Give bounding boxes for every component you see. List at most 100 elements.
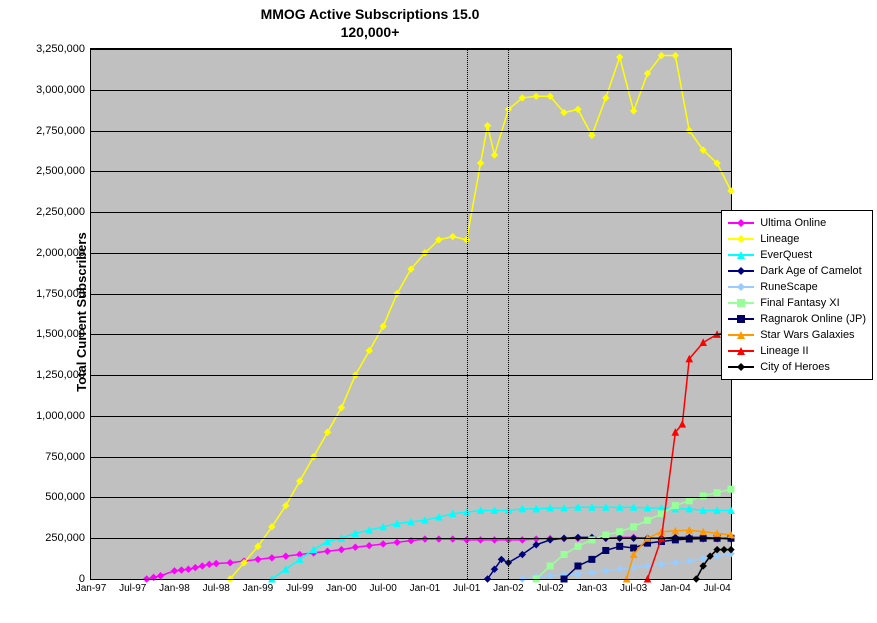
- series-marker: [589, 569, 595, 575]
- gridline-horizontal: [91, 497, 731, 498]
- series-marker: [603, 547, 609, 553]
- y-tick-label: 3,000,000: [36, 84, 85, 96]
- legend-marker-icon: [736, 346, 746, 356]
- gridline-horizontal: [91, 253, 731, 254]
- series-marker: [617, 543, 623, 549]
- series-marker: [547, 573, 553, 579]
- gridline-horizontal: [91, 579, 731, 580]
- series-marker: [714, 553, 720, 559]
- x-tick-label: Jul-97: [119, 583, 146, 594]
- legend-label: EverQuest: [760, 249, 812, 261]
- series-marker: [686, 558, 692, 564]
- series-line: [488, 537, 731, 579]
- y-tick-label: 500,000: [45, 491, 85, 503]
- series-marker: [325, 429, 331, 435]
- series-marker: [721, 547, 727, 553]
- y-tick-label: 1,250,000: [36, 369, 85, 381]
- legend-swatch: [728, 250, 754, 260]
- y-tick-label: 2,000,000: [36, 247, 85, 259]
- gridline-horizontal: [91, 212, 731, 213]
- legend-label: Star Wars Galaxies: [760, 329, 854, 341]
- legend-marker-icon: [736, 362, 746, 372]
- x-tick-label: Jan-02: [493, 583, 524, 594]
- legend-marker-icon: [736, 250, 746, 260]
- series-marker: [589, 556, 595, 562]
- gridline-horizontal: [91, 416, 731, 417]
- series-marker: [297, 478, 303, 484]
- legend-marker-icon: [736, 218, 746, 228]
- chart-subtitle: 120,000+: [0, 24, 740, 40]
- series-marker: [338, 547, 344, 553]
- x-tick-label: Jul-02: [537, 583, 564, 594]
- series-marker: [547, 563, 553, 569]
- series-marker: [185, 566, 191, 572]
- legend-label: Ragnarok Online (JP): [760, 313, 866, 325]
- legend-label: Lineage: [760, 233, 799, 245]
- legend-marker-icon: [736, 234, 746, 244]
- x-tick-label: Jul-00: [370, 583, 397, 594]
- series-marker: [658, 511, 664, 517]
- legend-label: Ultima Online: [760, 217, 826, 229]
- y-tick-label: 2,750,000: [36, 125, 85, 137]
- series-marker: [269, 555, 275, 561]
- series-marker: [575, 571, 581, 577]
- gridline-horizontal: [91, 131, 731, 132]
- legend-marker-icon: [736, 330, 746, 340]
- y-tick-label: 250,000: [45, 532, 85, 544]
- legend-label: RuneScape: [760, 281, 818, 293]
- gridline-horizontal: [91, 49, 731, 50]
- legend-swatch: [728, 298, 754, 308]
- gridline-horizontal: [91, 457, 731, 458]
- legend-item: Lineage II: [728, 343, 866, 359]
- legend-item: Dark Age of Camelot: [728, 263, 866, 279]
- series-marker: [631, 545, 637, 551]
- series-marker: [178, 567, 184, 573]
- x-tick-label: Jul-03: [620, 583, 647, 594]
- legend-swatch: [728, 314, 754, 324]
- series-marker: [575, 106, 581, 112]
- y-tick-label: 1,500,000: [36, 328, 85, 340]
- legend-item: Lineage: [728, 231, 866, 247]
- series-marker: [491, 152, 497, 158]
- legend-swatch: [728, 218, 754, 228]
- x-tick-label: Jan-03: [577, 583, 608, 594]
- legend-marker-icon: [736, 282, 746, 292]
- series-marker: [672, 560, 678, 566]
- x-tick-label: Jul-01: [453, 583, 480, 594]
- chart-root: MMOG Active Subscriptions 15.0 120,000+ …: [0, 0, 877, 623]
- y-tick-label: 3,250,000: [36, 43, 85, 55]
- legend-item: EverQuest: [728, 247, 866, 263]
- series-marker: [700, 556, 706, 562]
- x-tick-label: Jul-99: [286, 583, 313, 594]
- x-tick-label: Jan-99: [243, 583, 274, 594]
- series-marker: [227, 560, 233, 566]
- series-marker: [672, 53, 678, 59]
- series-line: [230, 56, 731, 579]
- y-tick-label: 750,000: [45, 451, 85, 463]
- series-marker: [603, 95, 609, 101]
- series-marker: [485, 123, 491, 129]
- series-marker: [603, 568, 609, 574]
- x-tick-label: Jul-04: [703, 583, 730, 594]
- plot-area: 0250,000500,000750,0001,000,0001,250,000…: [90, 48, 732, 580]
- legend-item: Final Fantasy XI: [728, 295, 866, 311]
- series-marker: [380, 323, 386, 329]
- series-marker: [631, 565, 637, 571]
- x-tick-label: Jan-97: [76, 583, 107, 594]
- legend-swatch: [728, 234, 754, 244]
- legend-label: Dark Age of Camelot: [760, 265, 862, 277]
- chart-title: MMOG Active Subscriptions 15.0: [0, 6, 740, 22]
- series-marker: [658, 561, 664, 567]
- gridline-horizontal: [91, 90, 731, 91]
- series-marker: [575, 563, 581, 569]
- legend-label: Lineage II: [760, 345, 808, 357]
- series-marker: [158, 573, 164, 579]
- series-marker: [728, 547, 734, 553]
- series-marker: [283, 553, 289, 559]
- series-marker: [679, 421, 685, 427]
- y-tick-label: 1,000,000: [36, 410, 85, 422]
- series-marker: [645, 517, 651, 523]
- series-marker: [213, 561, 219, 567]
- series-marker: [714, 490, 720, 496]
- series-marker: [206, 561, 212, 567]
